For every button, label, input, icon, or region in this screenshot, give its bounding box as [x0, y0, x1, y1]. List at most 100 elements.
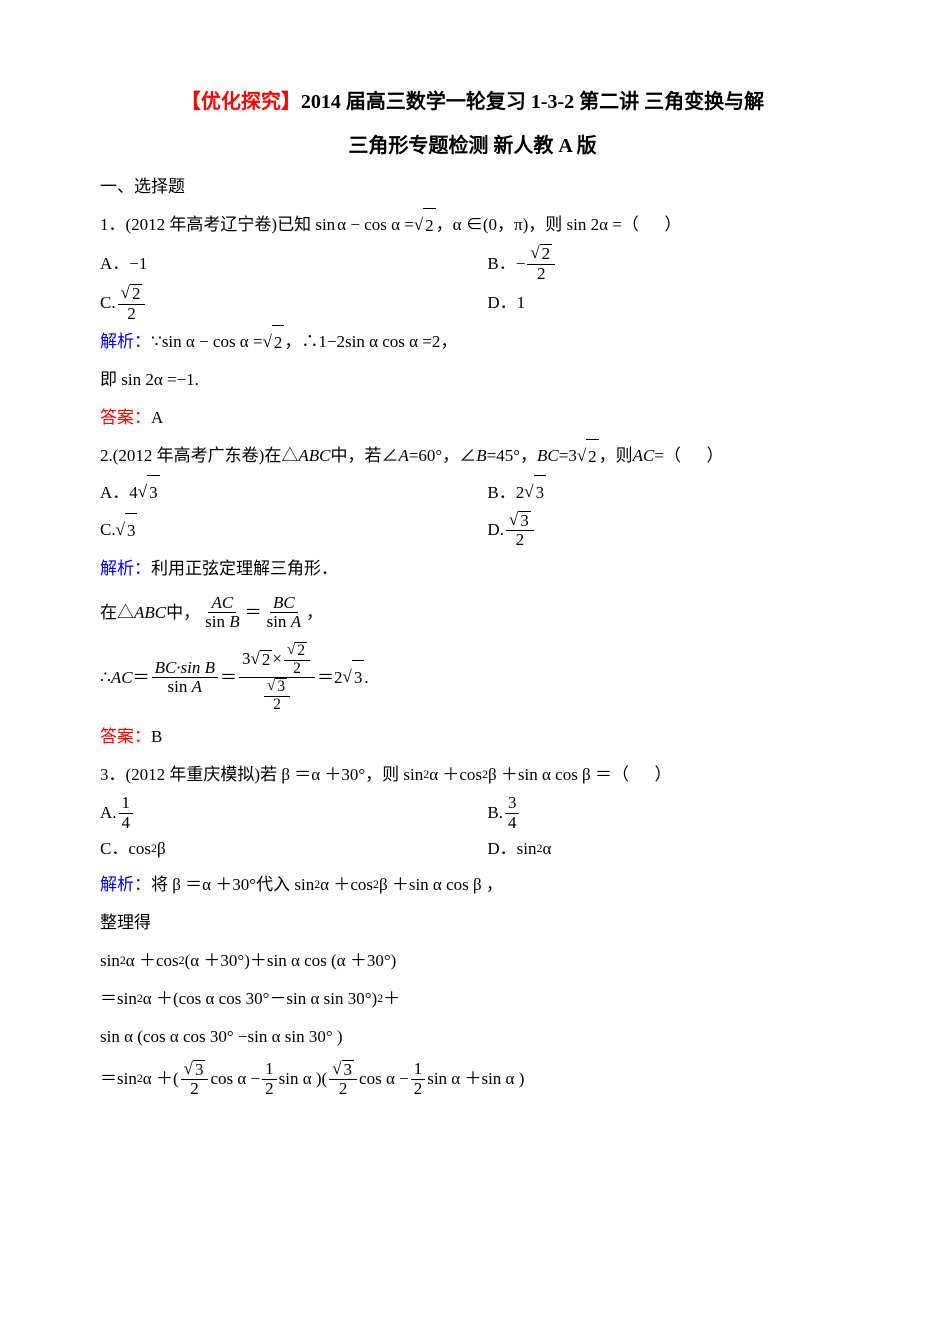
sqrt-3: √3: [343, 660, 365, 695]
q1-analysis-l1: 解析： ∵sin α − cos α = √2 ，∴1−2sin α cos α…: [100, 323, 845, 361]
eq: ＝2: [317, 661, 343, 695]
t: ）: [707, 439, 724, 473]
q2-analysis-3: ∴AC ＝ BC·sin B sin A ＝ 3 √2 × √2 2 √3 2 …: [100, 638, 845, 718]
sqrt-3: √3: [138, 475, 160, 510]
q1-stem-mid1: α − cos α =: [337, 208, 414, 242]
q3-options-row2: C．cos 2β D．sin 2α: [100, 832, 845, 866]
t: α: [542, 832, 551, 866]
t: 利用正弦定理解三角形．: [151, 552, 338, 586]
q2-optC: C.: [100, 513, 116, 547]
t: =60°，∠: [409, 439, 476, 473]
sqrt-icon: √3: [509, 511, 531, 531]
sqrt-2: √2: [263, 325, 285, 360]
t: =3: [559, 439, 577, 473]
frac-1-2-b: 12: [411, 1060, 426, 1098]
q2-optD-frac: √3 2: [506, 510, 534, 550]
inner-frac: √2 2: [284, 642, 310, 678]
q1-optC-frac: √2 2: [118, 284, 146, 324]
eq: ＝: [245, 596, 262, 630]
q1-optB-label: B．: [487, 247, 515, 281]
t: =（: [654, 439, 681, 473]
t: ）: [654, 758, 671, 792]
section-heading: 一、选择题: [100, 168, 845, 206]
B: B: [476, 439, 486, 473]
sqrt-icon: √2: [121, 284, 143, 304]
q1-stem-end: ）: [664, 208, 681, 242]
t: 3．(2012 年重庆模拟)若 β ＝α ＋30°，则 sin: [100, 758, 423, 792]
abc: ABC: [134, 596, 166, 630]
doc-title-line2: 三角形专题检测 新人教 A 版: [100, 124, 845, 168]
q1-blank: [639, 208, 665, 242]
t: α ＋(cos α cos 30°－sin α sin 30°): [143, 982, 377, 1016]
AC: AC: [111, 661, 133, 695]
t: ＝sin: [100, 982, 137, 1016]
t: cos α −: [210, 1062, 260, 1096]
eq: ＝: [220, 661, 237, 695]
t: β ＋sin α cos β ，: [379, 868, 503, 902]
q1-a1b: ，∴1−2sin α cos α =2，: [284, 325, 457, 359]
q2-analysis-1: 解析： 利用正弦定理解三角形．: [100, 550, 845, 588]
comma: ，: [306, 596, 323, 630]
t: (α ＋30°)＋sin α cos (α ＋30°): [185, 944, 397, 978]
t: 中，: [166, 596, 200, 630]
blank: [629, 758, 655, 792]
q1-options-row1: A．−1 B． − √2 2: [100, 244, 845, 284]
q3-fracA: 14: [119, 794, 134, 832]
frac-1-2: 12: [262, 1060, 277, 1098]
t: ＝sin: [100, 1062, 137, 1096]
big-frac: 3 √2 × √2 2 √3 2: [239, 642, 315, 714]
frac-AC-sinB: AC sin B: [202, 594, 242, 632]
period: .: [364, 661, 368, 695]
q2-options-row1: A．4 √3 B．2 √3: [100, 475, 845, 510]
analysis-label: 解析：: [100, 325, 151, 359]
frac-BC-sinA: BC sin A: [264, 594, 304, 632]
q1-stem-prefix: 1．(2012 年高考辽宁卷)已知 sin: [100, 208, 335, 242]
t: ＋: [383, 982, 400, 1016]
t: sin: [100, 944, 120, 978]
q1-optD: D．1: [487, 286, 525, 320]
q3-analysis-4: ＝sin 2 α ＋(cos α cos 30°－sin α sin 30°)2…: [100, 980, 845, 1018]
title-black-part: 2014 届高三数学一轮复习 1-3-2 第二讲 三角变换与解: [301, 91, 764, 113]
analysis-label: 解析：: [100, 868, 151, 902]
q2-optB: B．2: [487, 476, 524, 510]
t: α ＋cos: [320, 868, 373, 902]
q1-optC-label: C.: [100, 286, 116, 320]
abc: ABC: [298, 439, 330, 473]
q3-analysis-6: ＝sin 2 α ＋( √3 2 cos α − 12 sin α )( √3 …: [100, 1056, 845, 1102]
doc-title-line1: 【优化探究】2014 届高三数学一轮复习 1-3-2 第二讲 三角变换与解: [100, 80, 845, 124]
t: =45°，: [487, 439, 537, 473]
q3-optB: B.: [487, 796, 503, 830]
frac-sqrt3-2-b: √3 2: [329, 1059, 357, 1099]
t: 在△: [100, 596, 134, 630]
q1-answer-val: A: [151, 401, 163, 435]
sqrt-2: √2: [251, 650, 273, 670]
q1-a1a: ∵sin α − cos α =: [151, 325, 263, 359]
q1-options-row2: C. √2 2 D．1: [100, 284, 845, 324]
title-red-part: 【优化探究】: [181, 91, 301, 113]
AC: AC: [633, 439, 655, 473]
blank: [681, 439, 707, 473]
sqrt-2: √2: [577, 439, 599, 474]
q1-optA: A．−1: [100, 247, 147, 281]
t: 中，若∠: [330, 439, 398, 473]
sqrt-icon: √2: [530, 244, 552, 264]
q1-optB-neg: −: [516, 247, 526, 281]
q1-stem-mid2: ，α ∈(0，π)，则 sin 2α =（: [436, 208, 639, 242]
q2-answer-val: B: [151, 720, 162, 754]
q2-answer: 答案： B: [100, 718, 845, 756]
q1-analysis-l2: 即 sin 2α =−1.: [100, 361, 845, 399]
q3-analysis-3: sin 2 α ＋cos 2 (α ＋30°)＋sin α cos (α ＋30…: [100, 942, 845, 980]
t: α ＋(: [143, 1062, 179, 1096]
t: cos α −: [359, 1062, 409, 1096]
q3-optD: D．sin: [487, 832, 536, 866]
frac-sqrt3-2: √3 2: [181, 1059, 209, 1099]
t: ∴: [100, 661, 111, 695]
t: β: [157, 832, 166, 866]
q2-stem: 2.(2012 年高考广东卷)在△ABC 中，若∠A =60°，∠B =45°，…: [100, 437, 845, 475]
t: α ＋cos: [429, 758, 482, 792]
q3-optA: A.: [100, 796, 117, 830]
q2-optA: A．4: [100, 476, 138, 510]
q3-analysis-1: 解析： 将 β ＝α ＋30°代入 sin 2 α ＋cos 2 β ＋sin …: [100, 866, 845, 904]
t: 2.(2012 年高考广东卷)在△: [100, 439, 298, 473]
q2-options-row2: C. √3 D. √3 2: [100, 510, 845, 550]
